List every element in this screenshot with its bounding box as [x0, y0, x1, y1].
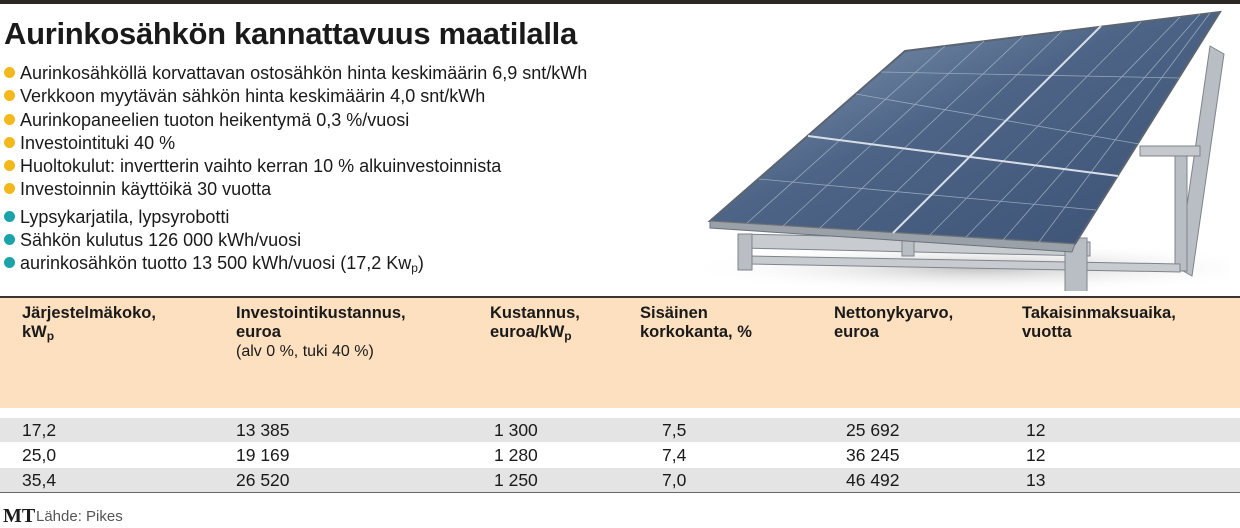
table-cell: 46 492: [846, 470, 900, 490]
bullet-item: aurinkosähkön tuotto 13 500 kWh/vuosi (1…: [4, 252, 587, 275]
table-row: 25,0 19 169 1 280 7,4 36 245 12: [0, 443, 1240, 467]
table-cell: 35,4: [22, 470, 57, 490]
table-cell: 12: [1026, 445, 1046, 465]
table-cell: 7,5: [662, 420, 687, 440]
bullet-dot: [4, 234, 15, 246]
table-cell: 25 692: [846, 420, 900, 440]
table-cell: 1 300: [494, 420, 538, 440]
header-line: Takaisinmaksuaika,: [1022, 304, 1176, 322]
table-cell: 7,0: [662, 470, 687, 490]
bullet-text: Aurinkopaneelien tuoton heikentymä 0,3 %…: [20, 109, 410, 130]
bullet-dot: [4, 67, 15, 78]
table-cell: 26 520: [236, 470, 290, 490]
header-note: (alv 0 %, tuki 40 %): [236, 343, 374, 360]
bullet-dot: [4, 257, 15, 269]
bullet-item: Aurinkosähköllä korvattavan ostosähkön h…: [4, 62, 587, 85]
header-line: vuotta: [1022, 323, 1072, 341]
column-header: Kustannus, euroa/kWp: [490, 304, 580, 342]
table-cell: 12: [1026, 420, 1046, 440]
bullet-text-end: ): [417, 253, 424, 274]
header-line: Investointikustannus,: [236, 304, 406, 322]
source: Lähde: Pikes: [36, 508, 123, 525]
top-rule: [0, 0, 1240, 4]
bullet-item: Verkkoon myytävän sähkön hinta keskimäär…: [4, 85, 587, 108]
bullet-text: Lypsykarjatila, lypsyrobotti: [20, 206, 230, 227]
table-row: 35,4 26 520 1 250 7,0 46 492 13: [0, 468, 1240, 492]
bullet-text: Investointituki 40 %: [20, 132, 176, 153]
logo: MT: [3, 505, 36, 527]
bullet-dot: [4, 210, 15, 222]
header-line: Kustannus,: [490, 304, 580, 322]
header-line: kWp: [22, 323, 55, 343]
table-cell: 25,0: [22, 445, 57, 465]
header-line: Nettonykyarvo,: [834, 304, 954, 322]
bullet-dot: [4, 160, 15, 172]
table-cell: 36 245: [846, 445, 900, 465]
bullet-dot: [4, 136, 15, 148]
table-cell: 19 169: [236, 445, 290, 465]
bullet-list: Aurinkosähköllä korvattavan ostosähkön h…: [4, 62, 587, 276]
title: Aurinkosähkön kannattavuus maatilalla: [4, 16, 577, 51]
bullet-item: Lypsykarjatila, lypsyrobotti: [4, 206, 587, 229]
bullet-item: Investointituki 40 %: [4, 132, 587, 155]
table-cell: 1 250: [494, 470, 538, 490]
column-header: Järjestelmäkoko, kWp: [22, 304, 156, 342]
table-bottom-rule: [0, 492, 1240, 493]
subscript: p: [46, 329, 55, 343]
table-cell: 7,4: [662, 445, 687, 465]
header-line: Sisäinen: [640, 304, 708, 322]
column-header: Nettonykyarvo, euroa: [834, 304, 953, 342]
table-cell: 13: [1026, 470, 1046, 490]
bullet-item: Investoinnin käyttöikä 30 vuotta: [4, 178, 587, 201]
table-row: 17,2 13 385 1 300 7,5 25 692 12: [0, 418, 1240, 442]
bullet-text: Sähkön kulutus 126 000 kWh/vuosi: [20, 230, 302, 251]
bullet-dot: [4, 90, 15, 102]
header-line: euroa: [236, 323, 281, 341]
bullet-item: Aurinkopaneelien tuoton heikentymä 0,3 %…: [4, 109, 587, 132]
column-header: Sisäinen korkokanta, %: [640, 304, 752, 342]
column-header: Takaisinmaksuaika, vuotta: [1022, 304, 1176, 342]
subscript: p: [411, 261, 418, 276]
header-line: euroa: [834, 323, 879, 341]
bullet-text: Huoltokulut: invertterin vaihto kerran 1…: [20, 156, 502, 177]
column-header: Investointikustannus, euroa (alv 0 %, tuki…: [236, 304, 406, 361]
subscript: p: [564, 329, 572, 343]
header-line: korkokanta, %: [640, 323, 752, 341]
bullet-text: Verkkoon myytävän sähkön hinta keskimäär…: [20, 86, 486, 107]
bullet-dot: [4, 183, 15, 195]
bullet-text: Investoinnin käyttöikä 30 vuotta: [20, 179, 272, 200]
bullet-text: aurinkosähkön tuotto 13 500 kWh/vuosi (1…: [20, 253, 412, 274]
bullet-dot: [4, 113, 15, 125]
solar-panel-illustration: [680, 10, 1230, 291]
table-cell: 17,2: [22, 420, 57, 440]
bullet-text: Aurinkosähköllä korvattavan ostosähkön h…: [20, 63, 588, 83]
bullet-item: Sähkön kulutus 126 000 kWh/vuosi: [4, 229, 587, 252]
header-line: Järjestelmäkoko,: [22, 304, 156, 322]
bullet-item: Huoltokulut: invertterin vaihto kerran 1…: [4, 155, 587, 178]
table-cell: 1 280: [494, 445, 538, 465]
table-header: Järjestelmäkoko, kWp Investointikustannus,…: [0, 296, 1240, 408]
header-line: euroa/kWp: [490, 323, 572, 343]
table-cell: 13 385: [236, 420, 290, 440]
